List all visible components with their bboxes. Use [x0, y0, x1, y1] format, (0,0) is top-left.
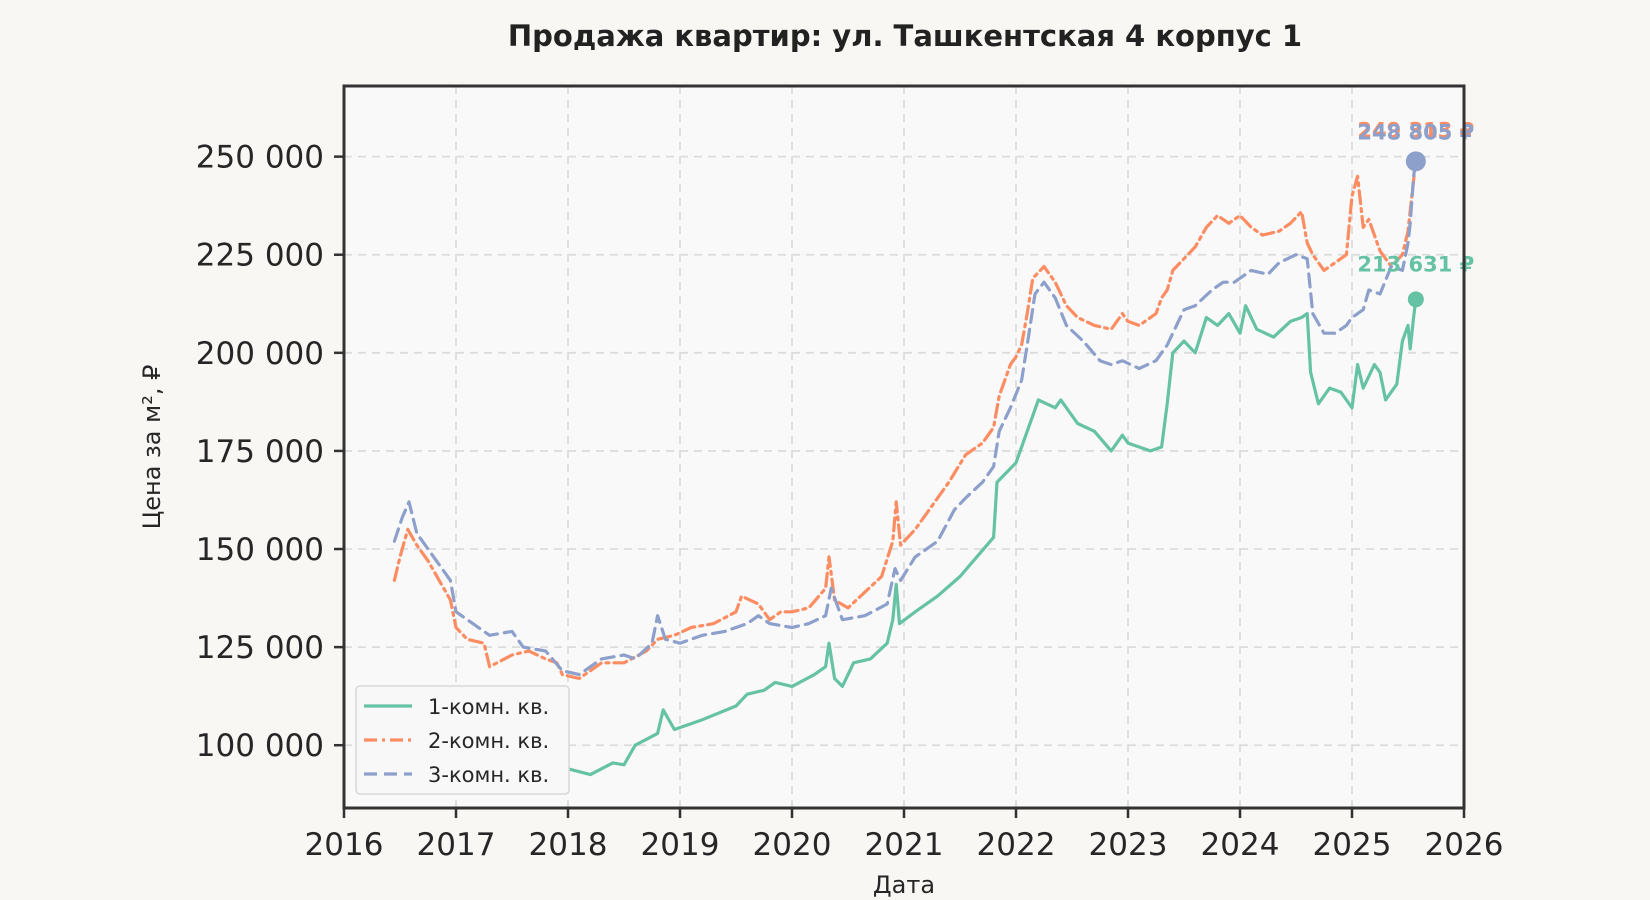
x-tick-label: 2023 [1089, 827, 1168, 863]
x-tick-label: 2020 [753, 827, 832, 863]
legend: 1-комн. кв. 2-комн. кв. 3-комн. кв. [355, 685, 570, 795]
y-axis-ticks: 100 000 125 000 150 000 175 000 200 000 225 0… [196, 140, 344, 764]
series-line-1 [566, 297, 1418, 777]
y-tick-label: 225 000 [196, 238, 324, 274]
x-axis-label: Дата [873, 871, 935, 899]
x-tick-label: 2018 [529, 827, 608, 863]
end-label-2: 249 313 ₽ [1357, 118, 1474, 142]
y-tick-label: 200 000 [196, 336, 324, 372]
legend-items: 1-комн. кв. 2-комн. кв. 3-комн. кв. [364, 695, 549, 787]
y-tick-label: 250 000 [196, 140, 324, 176]
legend-box [355, 685, 570, 795]
y-tick-label: 100 000 [196, 728, 324, 764]
legend-label-1: 1-комн. кв. [428, 695, 549, 719]
x-tick-label: 2017 [417, 827, 496, 863]
legend-label-2: 2-комн. кв. [428, 729, 549, 753]
end-label-3: 248 805 ₽ [1357, 120, 1474, 144]
x-tick-label: 2026 [1425, 827, 1504, 863]
series-layer [392, 157, 1418, 777]
legend-label-3: 3-комн. кв. [428, 763, 549, 787]
series-line-3 [392, 159, 1418, 677]
end-label-1: 213 631 ₽ [1357, 252, 1474, 276]
chart-title: Продажа квартир: ул. Ташкентская 4 корпу… [508, 19, 1302, 53]
y-tick-label: 175 000 [196, 434, 324, 470]
end-labels: 213 631 ₽ 249 313 ₽248 805 ₽ [1357, 118, 1474, 276]
series-line-2 [392, 157, 1418, 681]
end-marker-3 [1405, 151, 1426, 172]
y-tick-label: 150 000 [196, 532, 324, 568]
y-axis-label: Цена за м², ₽ [138, 365, 166, 530]
x-tick-label: 2025 [1313, 827, 1392, 863]
x-tick-label: 2019 [641, 827, 720, 863]
end-marker-1 [1407, 291, 1424, 308]
end-markers [1405, 151, 1426, 308]
x-tick-label: 2021 [865, 827, 944, 863]
x-tick-label: 2022 [977, 827, 1056, 863]
x-tick-label: 2024 [1201, 827, 1280, 863]
y-tick-label: 125 000 [196, 630, 324, 666]
x-axis-ticks: 2016 2017 2018 2019 2020 2021 2022 2023 2024 2025… [305, 808, 1504, 863]
x-tick-label: 2016 [305, 827, 384, 863]
